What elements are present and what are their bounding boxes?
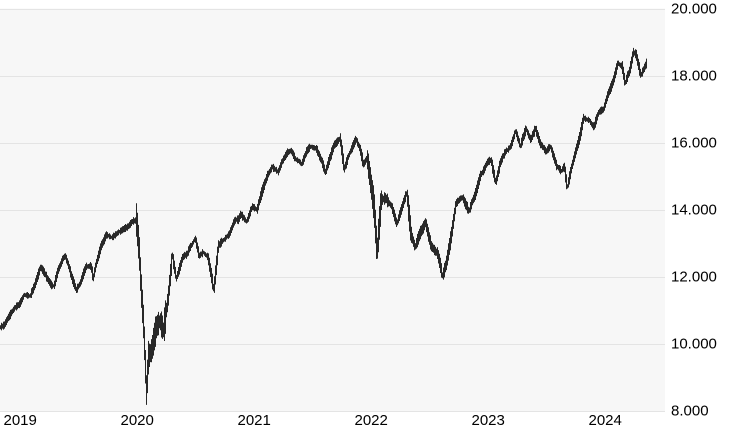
price-bars [0, 47, 647, 405]
plot-background [0, 8, 665, 412]
y-axis-label: 20.000 [671, 0, 717, 17]
x-axis-label: 2020 [120, 412, 154, 429]
x-axis-label: 2019 [3, 412, 37, 429]
y-axis-label: 10.000 [671, 335, 717, 353]
y-axis-label: 16.000 [671, 134, 717, 152]
x-axis-label: 2021 [237, 412, 271, 429]
y-axis-label: 18.000 [671, 67, 717, 85]
x-axis-label: 2023 [471, 412, 505, 429]
y-axis-label: 14.000 [671, 201, 717, 219]
x-axis-label: 2022 [354, 412, 388, 429]
y-axis-label: 8.000 [671, 402, 709, 420]
gridlines [0, 9, 665, 412]
y-axis-label: 12.000 [671, 268, 717, 286]
x-axis-label: 2024 [588, 412, 622, 429]
